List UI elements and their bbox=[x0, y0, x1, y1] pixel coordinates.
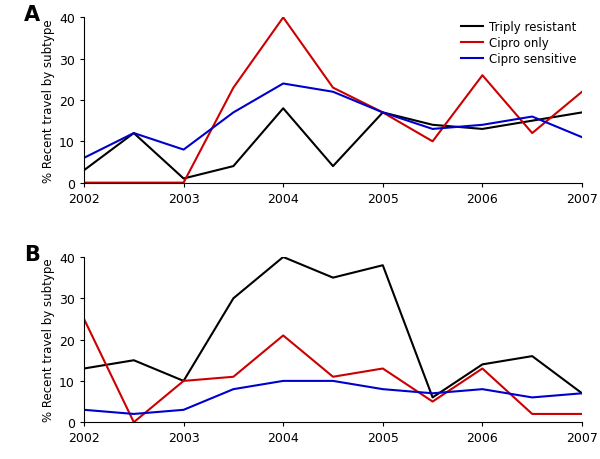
Triply resistant bbox=[329, 275, 337, 281]
Triply resistant bbox=[280, 255, 287, 260]
Triply resistant bbox=[529, 353, 536, 359]
Cipro sensitive bbox=[130, 411, 137, 417]
Cipro only bbox=[578, 90, 586, 95]
Triply resistant bbox=[130, 131, 137, 136]
Line: Cipro sensitive: Cipro sensitive bbox=[84, 84, 582, 158]
Triply resistant bbox=[578, 391, 586, 396]
Triply resistant bbox=[180, 176, 187, 182]
Cipro only bbox=[578, 411, 586, 417]
Triply resistant bbox=[429, 395, 436, 400]
Cipro sensitive bbox=[280, 378, 287, 384]
Cipro only bbox=[329, 374, 337, 380]
Cipro only bbox=[130, 420, 137, 425]
Cipro only bbox=[280, 16, 287, 21]
Cipro sensitive bbox=[429, 391, 436, 396]
Triply resistant bbox=[479, 127, 486, 132]
Text: A: A bbox=[24, 5, 40, 25]
Triply resistant bbox=[280, 106, 287, 112]
Triply resistant bbox=[529, 118, 536, 124]
Cipro only bbox=[180, 180, 187, 186]
Cipro only bbox=[529, 131, 536, 136]
Cipro only bbox=[479, 366, 486, 371]
Cipro only bbox=[479, 73, 486, 79]
Cipro sensitive bbox=[429, 127, 436, 132]
Cipro only bbox=[280, 333, 287, 338]
Cipro only bbox=[429, 399, 436, 404]
Y-axis label: % Recent travel by subtype: % Recent travel by subtype bbox=[42, 258, 55, 421]
Cipro sensitive bbox=[329, 378, 337, 384]
Cipro only bbox=[230, 86, 237, 91]
Triply resistant bbox=[80, 168, 88, 174]
Cipro only bbox=[429, 139, 436, 145]
Triply resistant bbox=[578, 111, 586, 116]
Cipro only bbox=[80, 317, 88, 322]
Cipro sensitive bbox=[379, 386, 386, 392]
Cipro only bbox=[329, 86, 337, 91]
Legend: Triply resistant, Cipro only, Cipro sensitive: Triply resistant, Cipro only, Cipro sens… bbox=[461, 21, 576, 66]
Cipro sensitive bbox=[180, 147, 187, 153]
Triply resistant bbox=[230, 164, 237, 169]
Cipro sensitive bbox=[329, 90, 337, 95]
Cipro only bbox=[180, 378, 187, 384]
Triply resistant bbox=[479, 362, 486, 367]
Cipro sensitive bbox=[230, 111, 237, 116]
Cipro sensitive bbox=[280, 82, 287, 87]
Line: Cipro only: Cipro only bbox=[84, 18, 582, 183]
Triply resistant bbox=[80, 366, 88, 371]
Cipro sensitive bbox=[529, 395, 536, 400]
Cipro sensitive bbox=[479, 386, 486, 392]
Cipro sensitive bbox=[529, 115, 536, 120]
Cipro only bbox=[230, 374, 237, 380]
Cipro only bbox=[529, 411, 536, 417]
Cipro sensitive bbox=[578, 391, 586, 396]
Line: Cipro sensitive: Cipro sensitive bbox=[84, 381, 582, 414]
Cipro sensitive bbox=[578, 135, 586, 140]
Triply resistant bbox=[379, 263, 386, 269]
Triply resistant bbox=[230, 296, 237, 302]
Cipro sensitive bbox=[80, 156, 88, 161]
Line: Triply resistant: Triply resistant bbox=[84, 109, 582, 179]
Line: Triply resistant: Triply resistant bbox=[84, 257, 582, 397]
Y-axis label: % Recent travel by subtype: % Recent travel by subtype bbox=[42, 19, 55, 182]
Cipro only bbox=[379, 366, 386, 371]
Cipro sensitive bbox=[130, 131, 137, 136]
Cipro only bbox=[80, 180, 88, 186]
Triply resistant bbox=[180, 378, 187, 384]
Cipro sensitive bbox=[80, 407, 88, 413]
Triply resistant bbox=[379, 111, 386, 116]
Cipro only bbox=[130, 180, 137, 186]
Line: Cipro only: Cipro only bbox=[84, 319, 582, 422]
Triply resistant bbox=[329, 164, 337, 169]
Cipro sensitive bbox=[379, 111, 386, 116]
Text: B: B bbox=[24, 244, 40, 264]
Triply resistant bbox=[429, 123, 436, 128]
Cipro sensitive bbox=[180, 407, 187, 413]
Triply resistant bbox=[130, 358, 137, 363]
Cipro sensitive bbox=[230, 386, 237, 392]
Cipro sensitive bbox=[479, 123, 486, 128]
Cipro only bbox=[379, 111, 386, 116]
